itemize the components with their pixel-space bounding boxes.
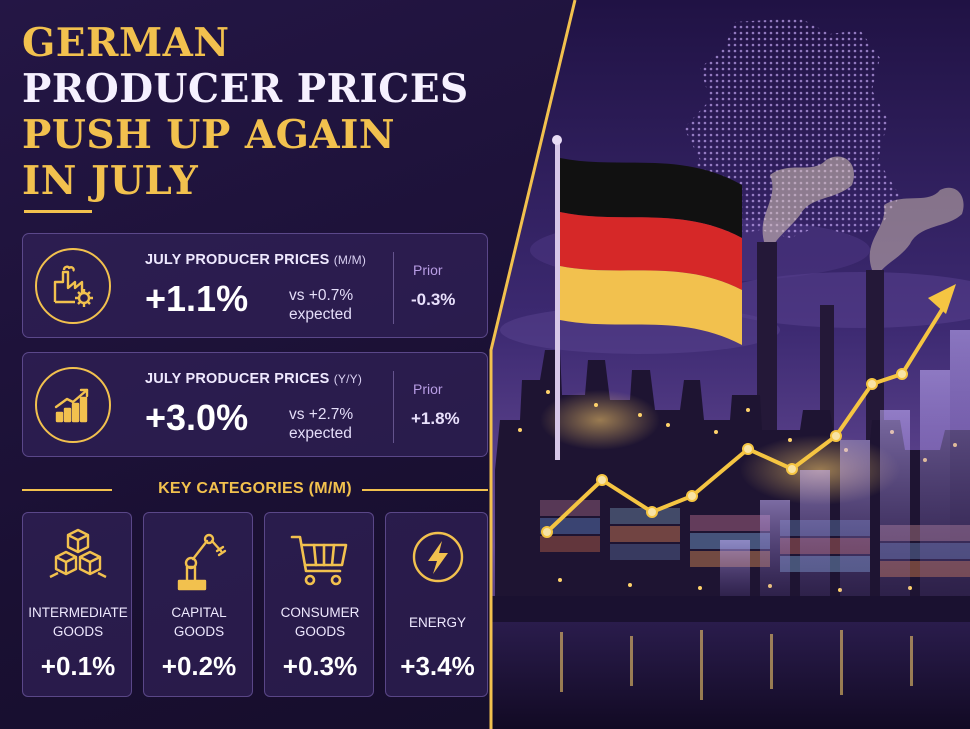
yy-producer-prices-card: JULY PRODUCER PRICES (Y/Y) +3.0% vs +2.7… [22, 352, 488, 457]
rising-bar-chart-icon [35, 367, 111, 443]
mm-card-label: JULY PRODUCER PRICES (M/M) [145, 252, 367, 268]
yy-card-divider [393, 371, 394, 443]
category-tile-capital-goods: CAPITAL GOODS +0.2% [143, 512, 253, 697]
tile-value: +0.2% [161, 651, 237, 681]
headline-line-1: GERMAN [22, 20, 230, 66]
factory-gear-icon [35, 248, 111, 324]
yy-card-prior-label: Prior [413, 381, 443, 397]
stacked-boxes-icon [49, 528, 107, 579]
yy-card-expected: vs +2.7% expected [289, 406, 354, 442]
mm-card-expected: vs +0.7% expected [289, 287, 354, 323]
rising-trend-line [545, 298, 950, 534]
yy-card-prior-value: +1.8% [411, 409, 460, 428]
mm-producer-prices-card: JULY PRODUCER PRICES (M/M) +1.1% vs +0.7… [22, 233, 488, 338]
tile-value: +3.4% [400, 651, 475, 681]
headline-line-3: PUSH UP AGAIN [22, 112, 396, 158]
yy-card-label: JULY PRODUCER PRICES (Y/Y) [145, 371, 363, 387]
shopping-cart-icon [290, 535, 348, 586]
german-flag [560, 158, 742, 345]
flagpole [555, 140, 560, 460]
category-tile-consumer-goods: CONSUMER GOODS +0.3% [264, 512, 374, 697]
yy-card-value: +3.0% [145, 397, 249, 438]
gold-divider-line [489, 0, 577, 729]
tile-name: ENERGY [408, 615, 466, 630]
category-tile-energy: ENERGY +3.4% [385, 512, 488, 697]
robot-arm-icon [177, 533, 227, 591]
tile-name: INTERMEDIATE GOODS [28, 605, 128, 639]
mm-card-prior-label: Prior [413, 262, 443, 278]
headline-underline [24, 210, 92, 213]
category-tile-intermediate-goods: INTERMEDIATE GOODS +0.1% [22, 512, 132, 697]
tile-value: +0.1% [40, 651, 116, 681]
headline-line-2: PRODUCER PRICES [22, 66, 469, 112]
headline: GERMAN PRODUCER PRICES PUSH UP AGAIN IN … [22, 20, 492, 204]
headline-line-4: IN JULY [22, 158, 199, 204]
lightning-bolt-icon [412, 531, 464, 583]
tile-value: +0.3% [282, 651, 358, 681]
tile-name: CAPITAL GOODS [171, 605, 227, 639]
mm-card-value: +1.1% [145, 278, 249, 319]
key-categories-heading: KEY CATEGORIES (M/M) [22, 478, 488, 502]
trend-arrowhead [928, 284, 956, 314]
tile-name: CONSUMER GOODS [280, 605, 360, 639]
mm-card-prior-value: -0.3% [411, 290, 456, 309]
heading-rule-left [22, 489, 112, 491]
heading-rule-right [362, 489, 488, 491]
mm-card-divider [393, 252, 394, 324]
